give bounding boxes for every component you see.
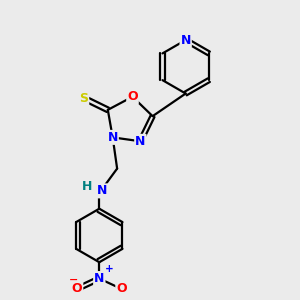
Text: N: N: [181, 34, 191, 46]
Text: N: N: [135, 135, 146, 148]
Text: N: N: [94, 272, 104, 285]
Text: N: N: [107, 131, 118, 144]
Text: +: +: [105, 264, 114, 274]
Text: N: N: [97, 184, 107, 197]
Text: S: S: [79, 92, 88, 105]
Text: O: O: [127, 90, 138, 103]
Text: O: O: [72, 283, 82, 296]
Text: H: H: [82, 180, 93, 193]
Text: O: O: [116, 283, 127, 296]
Text: −: −: [69, 275, 78, 285]
